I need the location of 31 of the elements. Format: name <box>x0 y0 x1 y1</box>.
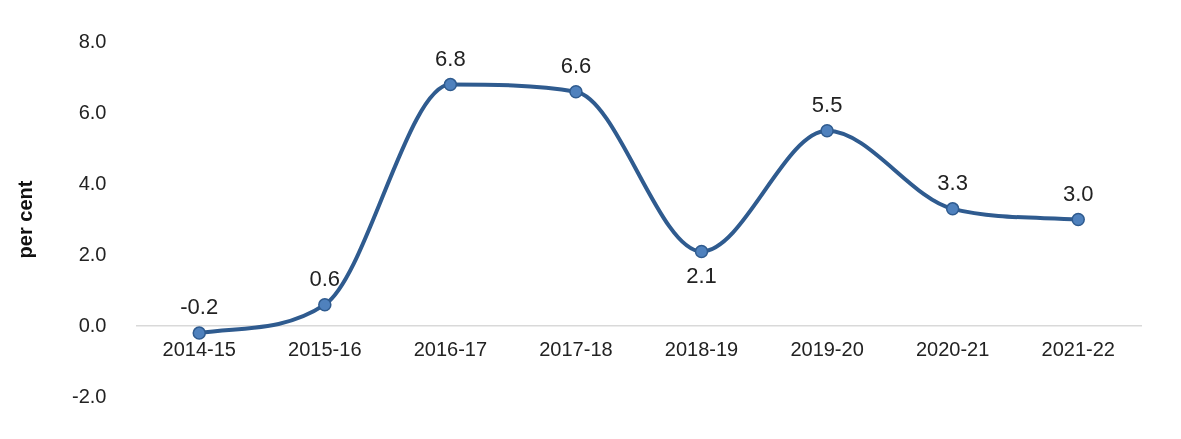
x-tick-label: 2019-20 <box>790 337 864 360</box>
data-label: 0.6 <box>309 265 341 291</box>
point <box>1071 212 1085 227</box>
x-tick-label: 2021-22 <box>1041 337 1115 360</box>
y-tick-label: 2.0 <box>78 242 107 265</box>
x-tick-label: 2018-19 <box>664 337 739 360</box>
x-tick-label: 2014-15 <box>162 337 236 360</box>
point <box>945 202 960 216</box>
y-tick-label: 8.0 <box>78 29 107 52</box>
y-tick-label: 4.0 <box>78 171 107 194</box>
y-tick-label: 0.0 <box>78 313 107 336</box>
point <box>569 84 583 99</box>
data-label: 6.6 <box>560 52 592 78</box>
data-label: 3.3 <box>937 169 968 195</box>
point <box>318 297 332 312</box>
data-label: 6.8 <box>435 45 466 71</box>
y-tick-label: -2.0 <box>71 384 107 407</box>
y-axis-title: per cent <box>13 180 36 259</box>
point <box>820 124 834 138</box>
point <box>192 326 206 340</box>
x-tick-label: 2017-18 <box>539 337 613 360</box>
x-tick-label: 2015-16 <box>288 337 362 360</box>
y-tick-label: 6.0 <box>78 100 107 123</box>
x-tick-label: 2016-17 <box>413 337 488 360</box>
x-tick-label: 2020-21 <box>915 337 990 360</box>
point <box>443 77 458 92</box>
data-label: -0.2 <box>180 294 219 320</box>
data-label: 5.5 <box>811 91 843 117</box>
data-label: 2.1 <box>686 262 717 288</box>
data-label: 3.0 <box>1062 180 1094 206</box>
point <box>694 244 709 259</box>
